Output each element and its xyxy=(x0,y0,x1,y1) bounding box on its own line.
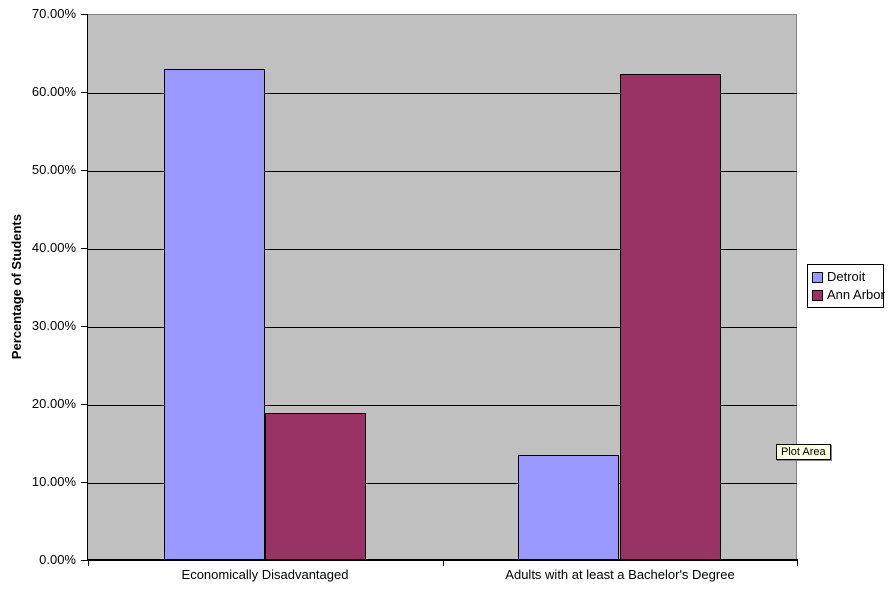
y-tick-mark-50 xyxy=(81,170,87,171)
y-tick-label-40: 40.00% xyxy=(31,240,76,255)
y-tick-mark-30 xyxy=(81,326,87,327)
value-axis-line[interactable] xyxy=(87,14,88,560)
y-tick-label-60: 60.00% xyxy=(31,84,76,99)
y-tick-mark-20 xyxy=(81,404,87,405)
plot-area[interactable] xyxy=(88,14,797,560)
y-tick-label-0: 0.00% xyxy=(39,552,76,567)
y-tick-mark-60 xyxy=(81,92,87,93)
y-tick-mark-10 xyxy=(81,482,87,483)
category-label-economically-disadvantaged: Economically Disadvantaged xyxy=(181,567,349,582)
y-tick-mark-70 xyxy=(81,14,87,15)
y-tick-label-30: 30.00% xyxy=(31,318,76,333)
bar-ann-arbor-economically-disadvantaged[interactable] xyxy=(265,413,366,560)
y-tick-label-10: 10.00% xyxy=(31,474,76,489)
legend-swatch-ann-arbor xyxy=(812,289,823,301)
bar-ann-arbor-adults-with-at-least-a-bachelor-s-degree[interactable] xyxy=(620,74,721,560)
legend[interactable]: Detroit Ann Arbor xyxy=(807,264,885,308)
x-tick-mark-0 xyxy=(88,561,89,566)
legend-swatch-detroit xyxy=(812,271,823,283)
y-axis-title-text: Percentage of Students xyxy=(8,214,24,360)
bar-detroit-adults-with-at-least-a-bachelor-s-degree[interactable] xyxy=(518,455,619,560)
gridline-10 xyxy=(88,483,797,484)
y-tick-label-20: 20.00% xyxy=(31,396,76,411)
gridline-20 xyxy=(88,405,797,406)
legend-label-detroit: Detroit xyxy=(827,269,866,284)
category-axis-line[interactable] xyxy=(87,559,798,561)
gridline-40 xyxy=(88,249,797,250)
y-tick-label-50: 50.00% xyxy=(31,162,76,177)
category-label-adults-with-at-least-a-bachelor-s-degree: Adults with at least a Bachelor's Degree xyxy=(505,567,735,582)
gridline-60 xyxy=(88,93,797,94)
y-tick-label-70: 70.00% xyxy=(31,6,76,21)
y-tick-mark-40 xyxy=(81,248,87,249)
gridline-50 xyxy=(88,171,797,172)
bar-detroit-economically-disadvantaged[interactable] xyxy=(164,69,265,560)
x-tick-mark-1 xyxy=(443,561,444,566)
x-tick-mark-2 xyxy=(797,561,798,566)
plot-area-tooltip: Plot Area xyxy=(776,444,831,460)
legend-label-ann-arbor: Ann Arbor xyxy=(827,287,885,302)
legend-item-detroit[interactable]: Detroit xyxy=(812,270,883,284)
legend-item-ann-arbor[interactable]: Ann Arbor xyxy=(812,287,885,302)
y-tick-mark-0 xyxy=(81,560,87,561)
gridline-30 xyxy=(88,327,797,328)
